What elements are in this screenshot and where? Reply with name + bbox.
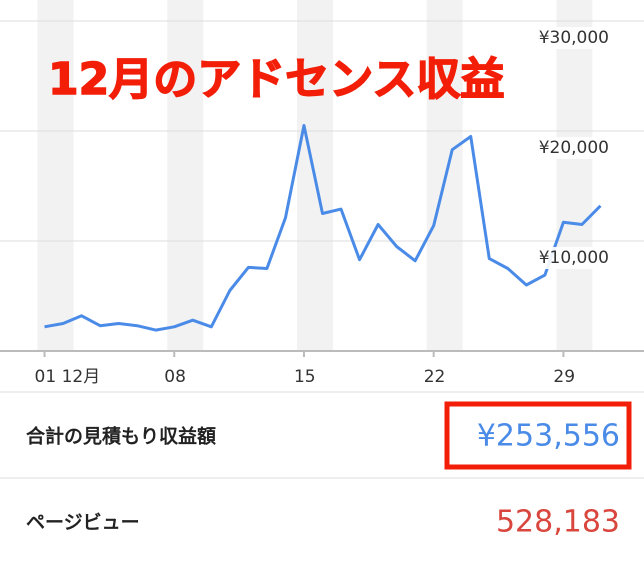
summary-label: ページビュー xyxy=(26,512,140,534)
x-tick-label: 01 12月 xyxy=(35,367,101,387)
data-line xyxy=(44,124,602,332)
highlight-box xyxy=(444,401,632,470)
summary-value: ¥253,556 xyxy=(477,419,620,454)
summary-value: 528,183 xyxy=(496,505,620,540)
week-band xyxy=(37,0,74,351)
chart: 01 12月 08 15 22 29 ¥10,000 ¥20,000 ¥30,000 12月のア… xyxy=(0,0,644,540)
y-tick-label-bg xyxy=(520,27,612,49)
summary-label: 合計の見積もり収益額 xyxy=(26,425,216,448)
week-band xyxy=(556,0,593,351)
y-tick-label-bg xyxy=(520,247,612,269)
y-tick-label: ¥20,000 xyxy=(539,138,609,158)
x-tick-label: 29 xyxy=(553,367,575,387)
y-tick-label-bg xyxy=(520,137,612,159)
y-tick-label: ¥30,000 xyxy=(539,28,609,48)
x-tick-label: 22 xyxy=(424,367,446,387)
x-tick-label: 15 xyxy=(294,367,316,387)
x-tick-label: 08 xyxy=(164,367,186,387)
week-band xyxy=(167,0,204,351)
y-tick-label: ¥10,000 xyxy=(539,248,609,268)
chart-title: 12月のアドセンス収益 xyxy=(48,54,504,105)
